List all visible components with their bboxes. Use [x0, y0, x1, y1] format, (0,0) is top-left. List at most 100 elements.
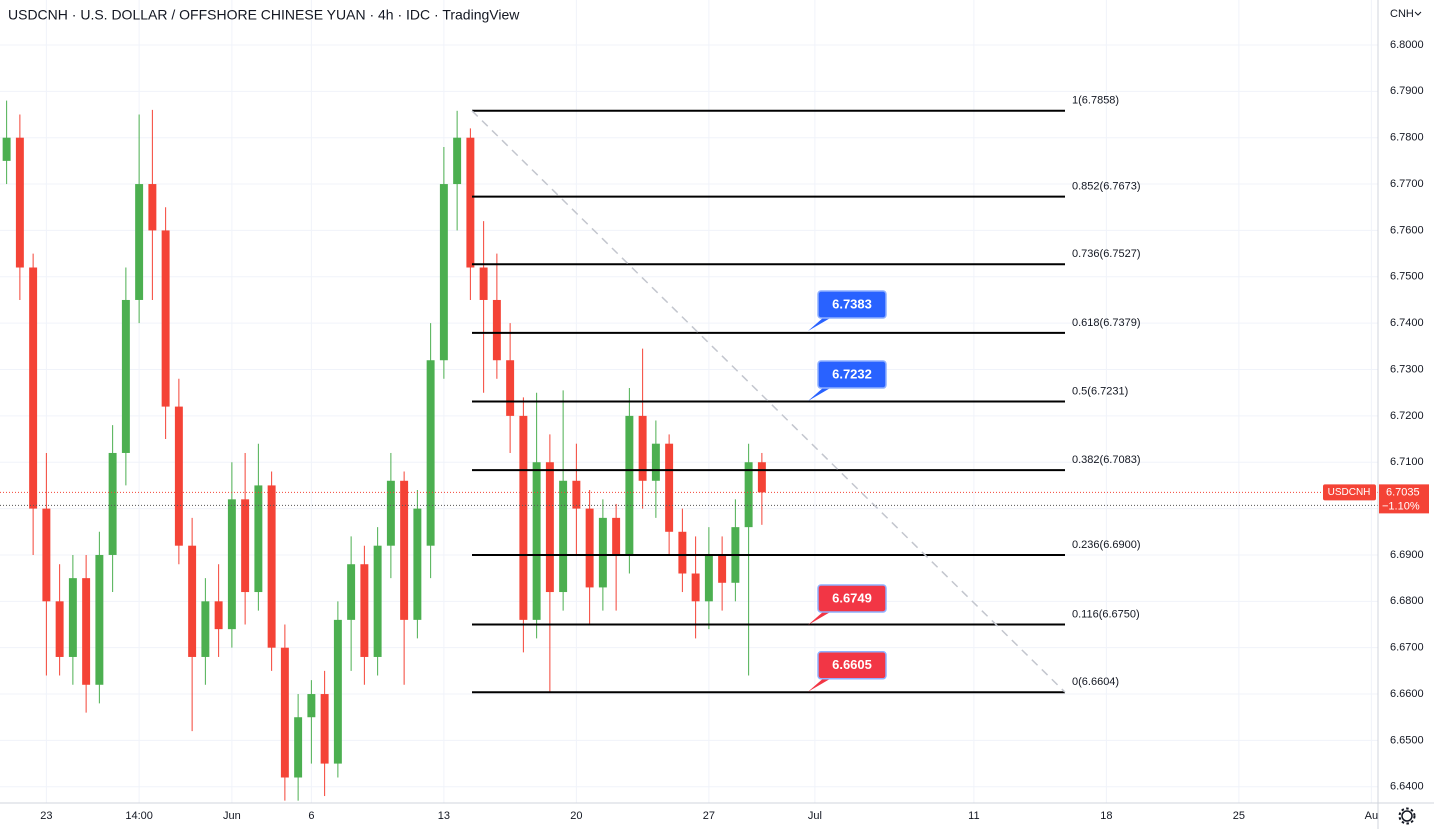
candle-body [612, 517, 621, 555]
candle-body [267, 485, 276, 648]
candle-body [320, 694, 329, 764]
callout-box [817, 650, 887, 680]
x-tick-label: 13 [438, 810, 450, 822]
candle [386, 452, 395, 579]
gear-teeth[interactable] [1398, 807, 1416, 825]
candle-body [704, 554, 713, 602]
candle-body [757, 462, 766, 493]
candle [638, 348, 647, 509]
candle [519, 397, 528, 653]
candle [585, 490, 594, 625]
settings-icon[interactable] [1398, 807, 1416, 825]
candle [400, 471, 409, 685]
x-tick-label: 14:00 [125, 810, 153, 822]
candle-body [625, 415, 634, 555]
callout: 6.6749 [808, 584, 887, 625]
candle-body [227, 499, 236, 630]
callout-box [817, 584, 887, 613]
fib-label: 0.236(6.6900) [1072, 539, 1141, 551]
candle-body [691, 573, 700, 602]
y-tick-label: 6.6500 [1390, 734, 1424, 746]
candle-body [214, 601, 223, 630]
x-tick-label: 6 [308, 810, 314, 822]
candle-body [426, 360, 435, 546]
y-tick-label: 6.6800 [1390, 595, 1424, 607]
candle [612, 503, 621, 611]
callout-label: 6.7383 [832, 296, 872, 311]
candle-body [82, 578, 91, 685]
x-tick-label: 25 [1233, 810, 1245, 822]
candle [757, 452, 766, 525]
callout-pointer [808, 677, 832, 692]
candle [360, 545, 369, 685]
plot: 1(6.7858) 0.852(6.7673) 0.736(6.7527) 0.618… [0, 95, 1378, 801]
y-tick-label: 6.7300 [1390, 363, 1424, 375]
candle-body [744, 462, 753, 528]
candle-body [161, 230, 170, 407]
candle [174, 378, 183, 565]
candle-body [280, 647, 289, 778]
candle [201, 578, 210, 685]
fib-label: 0(6.6604) [1072, 676, 1119, 688]
candle-body [121, 299, 130, 453]
candle [532, 392, 541, 639]
symbol-tag [1323, 484, 1376, 501]
candle [625, 388, 634, 574]
candle [82, 554, 91, 713]
candle-body [638, 415, 647, 481]
fib-label: 0.116(6.6750) [1072, 608, 1140, 620]
candle-body [29, 267, 38, 509]
candle-body [400, 480, 409, 620]
y-tick-label: 6.7600 [1390, 224, 1424, 236]
candle [479, 221, 488, 393]
candle [744, 443, 753, 676]
candle-body [307, 694, 316, 718]
candle [135, 114, 144, 324]
candle [572, 443, 581, 555]
candle [373, 527, 382, 676]
candle-body [492, 299, 501, 361]
y-tick-label: 6.6400 [1390, 781, 1424, 793]
candle-body [108, 452, 117, 555]
callout-label: 6.6605 [832, 657, 872, 672]
change-label: −1.10% [1382, 500, 1420, 512]
price-tag-label: 6.7035 [1386, 486, 1420, 498]
candle [108, 425, 117, 593]
candle-body [241, 499, 250, 593]
candle [95, 531, 104, 704]
candle [307, 680, 316, 764]
candle [55, 564, 64, 676]
fib-label: 1(6.7858) [1072, 95, 1119, 107]
candle [704, 527, 713, 630]
x-tick-label: 27 [703, 810, 715, 822]
candle-body [678, 531, 687, 574]
x-tick-label: Jun [223, 810, 241, 822]
fib-trend-line [471, 110, 1066, 693]
candle-body [559, 480, 568, 593]
candle [161, 207, 170, 440]
candle [466, 128, 475, 300]
gear[interactable] [1401, 810, 1413, 822]
callout-label: 6.6749 [832, 590, 872, 605]
currency[interactable]: CNH [1390, 8, 1414, 20]
currency-caret[interactable] [1414, 11, 1422, 16]
candle-body [174, 406, 183, 546]
y-tick-label: 6.7400 [1390, 317, 1424, 329]
y-tick-label: 6.8000 [1390, 39, 1424, 51]
candle-body [665, 443, 674, 532]
candle [506, 323, 515, 453]
candle [267, 471, 276, 671]
x-tick-label: Au [1365, 810, 1378, 822]
candle-body [55, 601, 64, 657]
candle-body [532, 462, 541, 620]
candle-body [585, 508, 594, 588]
candle [148, 109, 157, 300]
callout: 6.6605 [808, 650, 887, 692]
candle [678, 508, 687, 593]
candle-body [148, 184, 157, 231]
callout-box [817, 360, 887, 389]
y-tick-label: 6.7500 [1390, 271, 1424, 283]
callout-label: 6.7232 [832, 366, 872, 381]
